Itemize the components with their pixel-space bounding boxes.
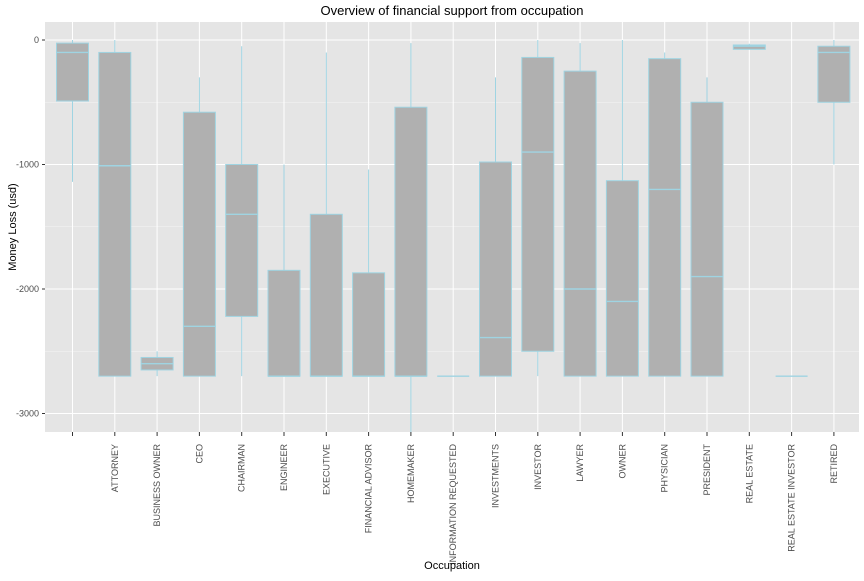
- box-group-11: [521, 40, 555, 377]
- box-iqr: [182, 111, 216, 377]
- x-tick-label: REAL ESTATE INVESTOR: [787, 444, 797, 552]
- boxes: [56, 40, 851, 433]
- box-iqr: [563, 70, 597, 377]
- x-tick-label: PRESIDENT: [702, 444, 712, 496]
- box-iqr: [521, 56, 555, 352]
- box-group-13: [605, 40, 639, 377]
- x-tick-label: FINANCIAL ADVISOR: [364, 444, 374, 534]
- x-tick-label: EXECUTIVE: [321, 444, 331, 495]
- chart-title: Overview of financial support from occup…: [320, 3, 583, 18]
- box-iqr: [732, 44, 766, 50]
- x-tick-label: LAWYER: [575, 444, 585, 482]
- box-iqr: [309, 213, 343, 377]
- x-tick-label: PHYSICIAN: [660, 444, 670, 493]
- box-group-3: [182, 77, 216, 377]
- box-iqr: [479, 161, 512, 377]
- box-group-8: [394, 43, 428, 433]
- y-tick-label: -2000: [16, 284, 39, 294]
- x-axis-label: Occupation: [424, 560, 480, 572]
- box-group-7: [352, 169, 386, 377]
- x-tick-label: INVESTOR: [533, 443, 543, 489]
- x-tick-label: BUSINESS OWNER: [152, 444, 162, 527]
- box-group-14: [648, 52, 682, 377]
- x-tick-label: HOMEMAKER: [406, 444, 416, 504]
- box-iqr: [267, 269, 301, 377]
- box-group-16: [732, 43, 766, 50]
- box-group-12: [563, 43, 597, 377]
- y-axis-label: Money Loss (usd): [7, 183, 19, 270]
- box-iqr: [394, 106, 428, 377]
- x-tick-label: CHAIRMAN: [237, 444, 247, 492]
- box-group-18: [817, 40, 851, 165]
- x-tick-label: RETIRED: [829, 444, 839, 484]
- y-tick-label: 0: [34, 35, 39, 45]
- box-group-4: [225, 46, 259, 377]
- axes: 0 -1000 -2000 -3000 ATTORNEY BUSINESS OWNER CE…: [16, 35, 839, 565]
- box-group-1: [98, 40, 132, 377]
- box-iqr: [817, 45, 851, 103]
- box-group-0: [56, 40, 89, 182]
- y-tick-label: -1000: [16, 160, 39, 170]
- box-group-5: [267, 164, 301, 377]
- box-iqr: [225, 164, 259, 317]
- box-iqr: [352, 272, 386, 377]
- box-iqr: [690, 101, 724, 377]
- x-tick-label: REAL ESTATE: [744, 444, 754, 503]
- x-tick-label: CEO: [194, 444, 204, 464]
- box-iqr: [98, 51, 132, 377]
- box-group-2: [140, 351, 174, 377]
- box-group-10: [479, 77, 512, 377]
- x-tick-label: INVESTMENTS: [491, 444, 501, 508]
- x-tick-label: ATTORNEY: [110, 444, 120, 492]
- x-tick-label: INFORMATION REQUESTED: [448, 444, 458, 565]
- box-group-15: [690, 77, 724, 377]
- box-group-6: [309, 52, 343, 377]
- x-tick-label: OWNER: [617, 444, 627, 479]
- y-tick-label: -3000: [16, 409, 39, 419]
- x-tick-label: ENGINEER: [279, 444, 289, 492]
- box-iqr: [648, 58, 682, 377]
- box-iqr: [605, 180, 639, 377]
